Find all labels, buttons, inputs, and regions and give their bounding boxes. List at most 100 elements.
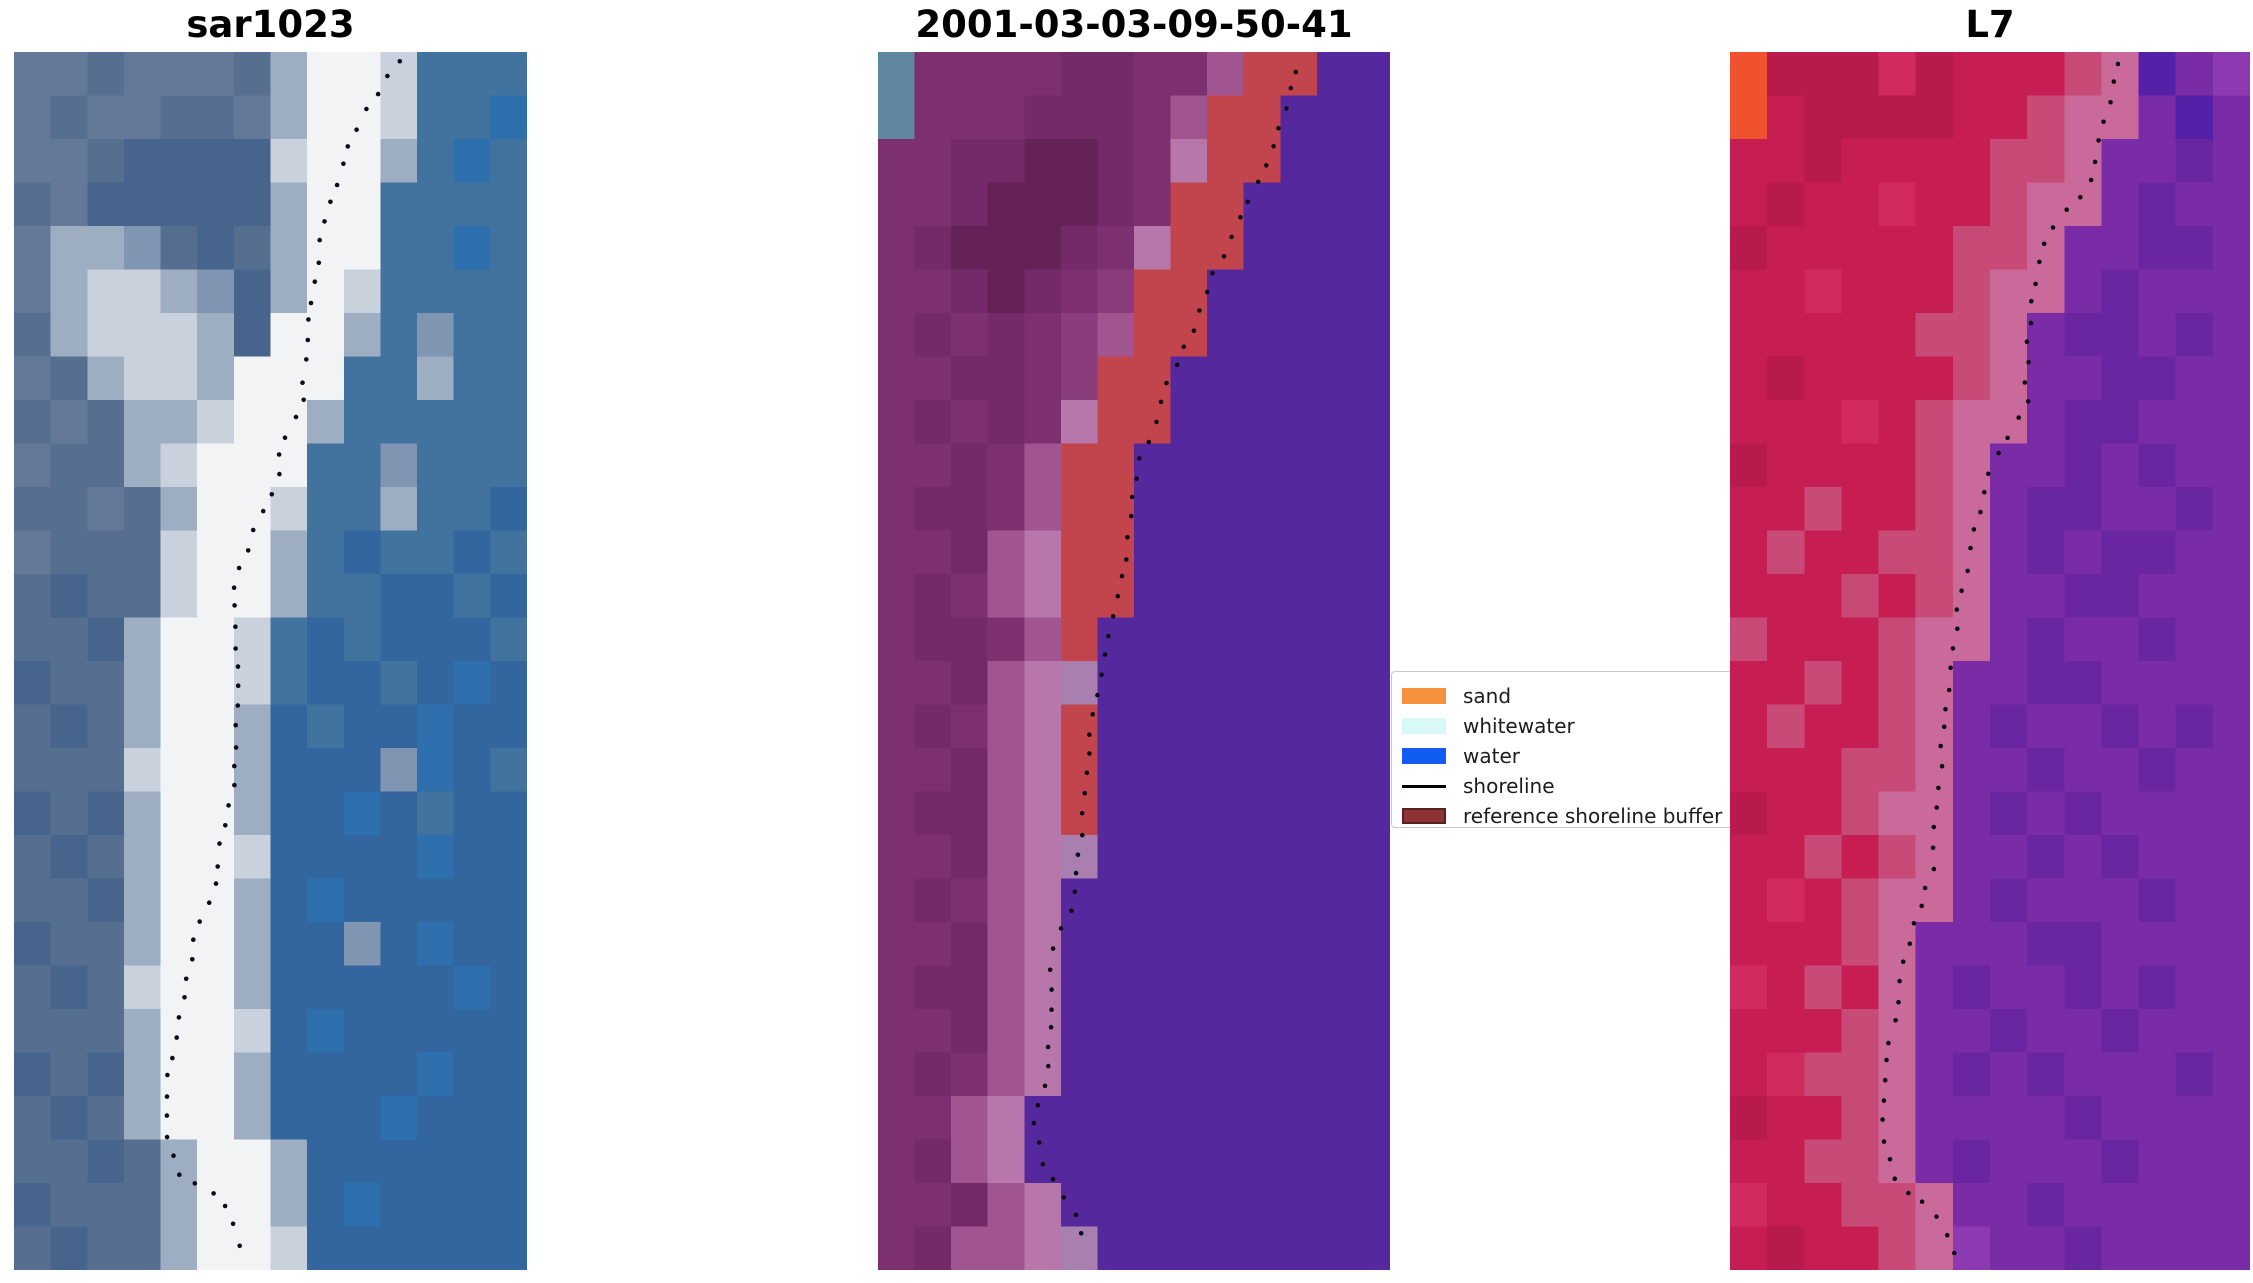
shoreline-dot — [245, 548, 251, 553]
shoreline-dot — [1911, 921, 1917, 926]
shoreline-dot — [375, 91, 381, 97]
shoreline-dot — [1982, 489, 1987, 495]
shoreline-dot — [1936, 785, 1941, 791]
shoreline-dot — [1978, 509, 1983, 515]
shoreline-dot — [1971, 527, 1977, 532]
shoreline-dot — [250, 527, 256, 533]
shoreline-dot — [2092, 159, 2098, 165]
sand-swatch — [1402, 688, 1446, 704]
shoreline-dot — [1158, 399, 1164, 405]
shoreline-dot — [1174, 362, 1180, 368]
shoreline-dot — [1075, 852, 1081, 858]
legend-item-whitewater: whitewater — [1402, 711, 1732, 741]
shoreline-dot — [1996, 450, 2001, 456]
shoreline-dot — [1229, 234, 1234, 240]
shoreline-dot — [345, 144, 351, 149]
shoreline-dot — [1087, 751, 1092, 756]
shoreline-dot — [1919, 903, 1924, 909]
shoreline-dot — [176, 1015, 182, 1020]
shoreline-dot — [282, 435, 288, 441]
water-swatch — [1402, 748, 1446, 764]
shoreline-dot — [1887, 1157, 1893, 1162]
shoreline-dot — [1276, 126, 1281, 131]
shoreline-dot — [177, 1172, 182, 1177]
shoreline-dot — [2101, 119, 2106, 125]
legend-label: reference shoreline buffer — [1463, 804, 1723, 828]
shoreline-dot — [1049, 987, 1054, 992]
shoreline-dot — [231, 585, 237, 590]
shoreline-dot — [206, 900, 212, 905]
panel-title-sar1023: sar1023 — [186, 3, 355, 46]
sar-image-canvas — [14, 52, 527, 1270]
shoreline-dot — [2025, 399, 2031, 404]
shoreline-dot — [1164, 380, 1169, 386]
shoreline-dot — [1892, 1176, 1898, 1181]
shoreline-dot — [1047, 967, 1053, 973]
l7-shoreline-dots — [1880, 61, 2121, 1256]
shoreline-dot — [226, 803, 231, 808]
shoreline-dot — [232, 782, 237, 788]
classified-shoreline-dots — [1031, 69, 1299, 1236]
sar-shoreline-dots — [164, 59, 403, 1249]
shoreline-dot — [397, 59, 403, 64]
legend-label: sand — [1463, 684, 1512, 708]
shoreline-dot — [2028, 320, 2034, 326]
shoreline-dot — [364, 106, 369, 112]
shoreline-dot — [192, 1181, 198, 1186]
shoreline-dot — [1255, 179, 1261, 185]
shoreline-dot — [233, 722, 238, 728]
shoreline-dot — [1129, 494, 1135, 500]
shoreline-dot — [232, 603, 237, 608]
shoreline-dot — [164, 1094, 170, 1099]
shoreline-dot — [1137, 456, 1142, 461]
shoreline-dot — [213, 881, 219, 886]
shoreline-dot — [2088, 177, 2094, 183]
shoreline-dot — [211, 1191, 216, 1196]
shoreline-dot — [1955, 626, 1960, 632]
shoreline-dot — [217, 841, 222, 846]
shoreline-dot — [2037, 259, 2042, 265]
shoreline-dot — [1079, 811, 1085, 816]
shoreline-dot — [316, 260, 322, 266]
shoreline-dot — [1221, 254, 1227, 259]
shoreline-dot — [1134, 476, 1139, 482]
shoreline-dot — [223, 823, 228, 828]
shoreline-line-swatch — [1402, 784, 1446, 788]
shoreline-dot — [2115, 61, 2121, 67]
shoreline-dot — [341, 161, 346, 166]
shoreline-dot — [183, 976, 189, 982]
shoreline-dot — [1919, 1199, 1925, 1204]
whitewater-swatch — [1402, 718, 1446, 734]
shoreline-dot — [1882, 1077, 1888, 1083]
shoreline-dot — [304, 357, 309, 362]
shoreline-dot — [1087, 732, 1092, 737]
shoreline-dot — [1042, 1083, 1048, 1089]
l7-image-canvas — [1730, 52, 2250, 1270]
shoreline-dot — [2026, 359, 2031, 365]
shoreline-dot — [1049, 1007, 1054, 1012]
classified-image-panel — [878, 52, 1390, 1270]
shoreline-dot — [235, 664, 241, 669]
shoreline-dot — [260, 508, 266, 514]
shoreline-dot — [1897, 978, 1902, 984]
shoreline-dot — [1031, 1120, 1037, 1126]
panel-title-date: 2001-03-03-09-50-41 — [915, 3, 1353, 46]
shoreline-dot — [1035, 1103, 1041, 1108]
shoreline-dot — [191, 937, 196, 942]
legend-box: sand whitewater water shoreline referenc… — [1391, 671, 1743, 828]
shoreline-dot — [232, 763, 237, 769]
legend-label: whitewater — [1463, 714, 1575, 738]
shoreline-dot — [164, 1134, 170, 1140]
shoreline-dot — [182, 995, 187, 1000]
shoreline-dot — [164, 1113, 170, 1118]
shoreline-dot — [1197, 308, 1202, 313]
shoreline-dot — [233, 624, 238, 629]
shoreline-dot — [1084, 770, 1090, 776]
shoreline-dot — [312, 279, 318, 284]
shoreline-dot — [1115, 593, 1121, 599]
shoreline-dot — [1146, 439, 1152, 445]
shoreline-dot — [171, 1153, 176, 1158]
shoreline-dot — [1886, 1040, 1891, 1046]
shoreline-dot — [1125, 535, 1130, 540]
shoreline-dot — [215, 864, 220, 869]
